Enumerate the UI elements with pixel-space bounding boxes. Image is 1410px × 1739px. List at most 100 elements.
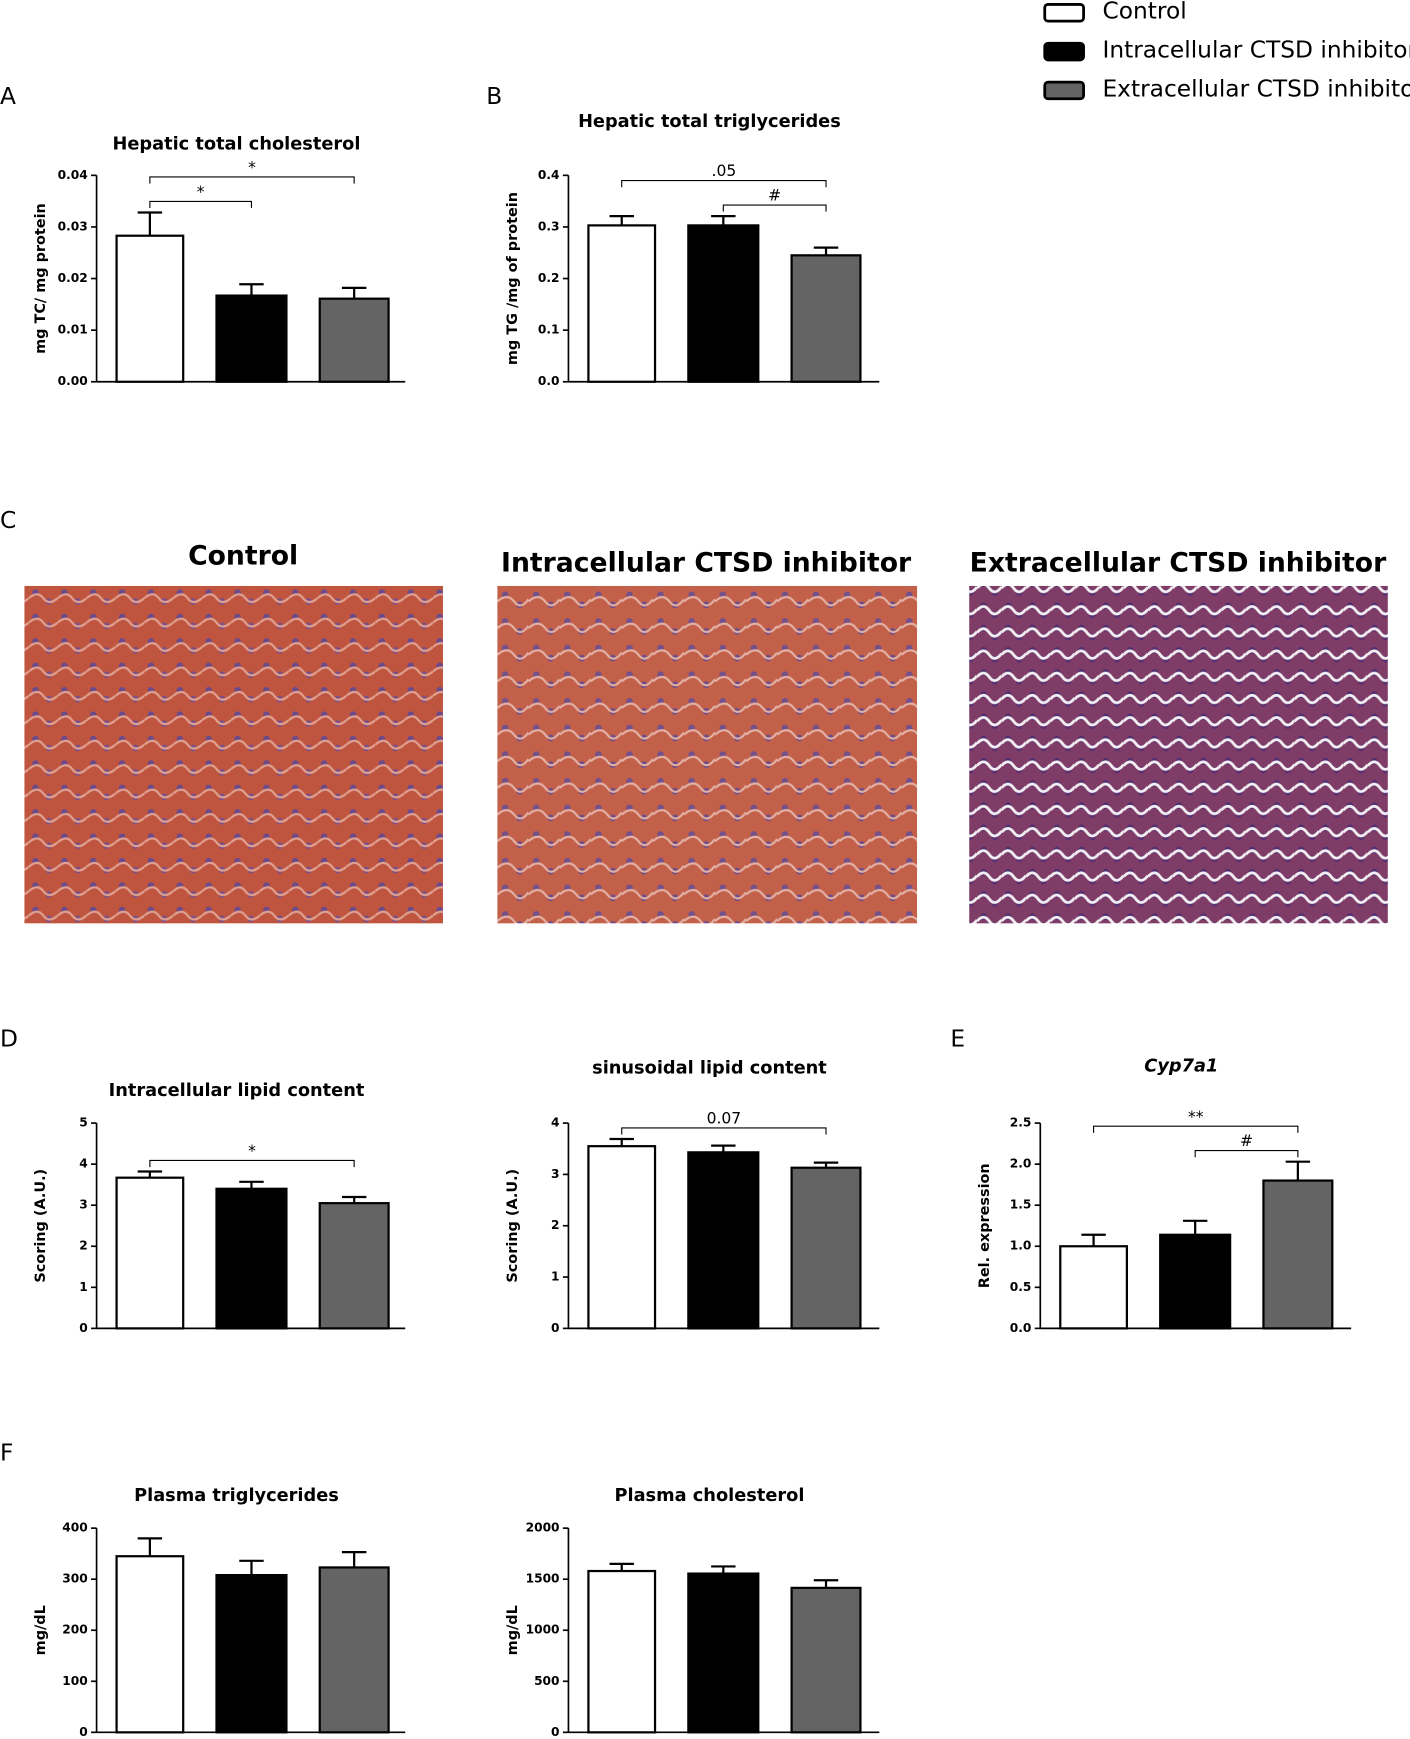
bar xyxy=(215,1187,288,1330)
chart-title: Hepatic total cholesterol xyxy=(113,134,361,154)
panel-label: E xyxy=(950,1025,965,1052)
significance-bracket xyxy=(722,204,827,212)
legend-label: Intracellular CTSD inhibitor xyxy=(1102,37,1410,64)
significance-bracket xyxy=(149,176,355,184)
legend-label: Extracellular CTSD inhibitor xyxy=(1102,75,1410,102)
y-axis-label: Rel. expression xyxy=(977,1163,993,1288)
y-tick-label: 0 xyxy=(79,1321,88,1335)
legend-swatch xyxy=(1043,3,1085,23)
significance-bracket xyxy=(1194,1150,1299,1158)
bar xyxy=(1262,1179,1334,1330)
significance-label: .05 xyxy=(712,162,737,180)
bar xyxy=(1159,1233,1232,1330)
y-tick-label: 0 xyxy=(551,1725,560,1739)
y-tick-label: 0 xyxy=(551,1321,560,1335)
y-tick-label: 3 xyxy=(551,1167,560,1181)
significance-label: * xyxy=(248,1142,256,1160)
y-tick-label: 0.0 xyxy=(538,374,560,388)
y-tick-label: 0.1 xyxy=(538,323,560,337)
y-tick-label: 1500 xyxy=(526,1572,560,1586)
y-axis-label: mg/dL xyxy=(505,1605,521,1655)
y-tick-label: 1.0 xyxy=(1010,1239,1032,1253)
bar xyxy=(790,254,862,383)
legend-swatch xyxy=(1043,80,1085,101)
significance-label: # xyxy=(768,187,781,205)
legend-label: Control xyxy=(1102,0,1186,25)
y-tick-label: 200 xyxy=(62,1623,87,1637)
bar xyxy=(115,234,185,383)
chart-title: Plasma cholesterol xyxy=(614,1486,804,1506)
bar xyxy=(318,1202,390,1330)
y-tick-label: 1 xyxy=(551,1270,560,1284)
significance-bracket xyxy=(621,1127,827,1135)
y-axis-label: mg TC/ mg protein xyxy=(33,203,49,354)
y-axis-label: mg TG /mg of protein xyxy=(505,192,521,365)
panel-label: D xyxy=(0,1025,18,1052)
y-tick-label: 300 xyxy=(62,1572,87,1586)
micrograph xyxy=(24,585,443,924)
y-tick-label: 3 xyxy=(79,1198,88,1212)
y-tick-label: 0 xyxy=(79,1725,88,1739)
y-tick-label: 4 xyxy=(79,1157,88,1171)
significance-label: ** xyxy=(1188,1108,1204,1126)
y-tick-label: 5 xyxy=(79,1116,88,1130)
y-tick-label: 400 xyxy=(62,1521,87,1535)
bar xyxy=(790,1166,862,1330)
y-tick-label: 0.01 xyxy=(58,323,88,337)
chart-title: Intracellular lipid content xyxy=(109,1081,365,1101)
significance-label: # xyxy=(1240,1132,1253,1150)
y-tick-label: 0.2 xyxy=(538,271,560,285)
y-tick-label: 2.0 xyxy=(1010,1157,1032,1171)
bar xyxy=(1059,1245,1128,1330)
y-tick-label: 2 xyxy=(551,1218,560,1232)
significance-label: 0.07 xyxy=(707,1110,742,1128)
panel-label: C xyxy=(0,507,16,534)
bar xyxy=(115,1555,185,1734)
y-tick-label: 1000 xyxy=(526,1623,560,1637)
y-tick-label: 0.02 xyxy=(58,271,88,285)
y-tick-label: 0.03 xyxy=(58,219,88,233)
y-tick-label: 1.5 xyxy=(1010,1198,1032,1212)
chart-title: sinusoidal lipid content xyxy=(592,1059,827,1079)
significance-label: * xyxy=(248,159,256,177)
y-axis-label: mg/dL xyxy=(33,1605,49,1655)
chart-title: Plasma triglycerides xyxy=(134,1486,339,1506)
panel-label: F xyxy=(0,1439,13,1466)
y-axis-label: Scoring (A.U.) xyxy=(505,1169,521,1283)
y-tick-label: 0.5 xyxy=(1010,1280,1032,1294)
significance-bracket xyxy=(1093,1125,1299,1133)
y-tick-label: 0.4 xyxy=(538,168,560,182)
significance-bracket xyxy=(149,1159,355,1168)
bar xyxy=(587,224,657,383)
significance-bracket xyxy=(149,200,253,209)
y-tick-label: 0.04 xyxy=(58,168,88,182)
y-tick-label: 2 xyxy=(79,1239,88,1253)
bar xyxy=(687,1572,760,1734)
chart-title: Cyp7a1 xyxy=(1144,1056,1218,1076)
bar xyxy=(318,297,390,383)
y-tick-label: 0.0 xyxy=(1010,1321,1032,1335)
significance-label: * xyxy=(197,183,205,201)
legend-swatch xyxy=(1043,41,1085,62)
y-tick-label: 100 xyxy=(62,1674,87,1688)
micrograph xyxy=(969,585,1388,924)
y-tick-label: 2000 xyxy=(526,1521,560,1535)
y-tick-label: 1 xyxy=(79,1280,88,1294)
significance-bracket xyxy=(621,180,827,188)
bar xyxy=(587,1569,657,1734)
bar xyxy=(687,224,760,383)
panel-label: A xyxy=(0,83,16,110)
micrograph-title: Extracellular CTSD inhibitor xyxy=(970,547,1387,578)
bar xyxy=(215,294,288,383)
bar xyxy=(790,1586,862,1734)
y-tick-label: 4 xyxy=(551,1116,560,1130)
y-tick-label: 2.5 xyxy=(1010,1116,1032,1130)
bar xyxy=(687,1151,760,1330)
micrograph xyxy=(497,585,918,924)
bar xyxy=(115,1176,185,1330)
chart-title: Hepatic total triglycerides xyxy=(578,112,841,132)
y-tick-label: 0.3 xyxy=(538,219,560,233)
y-axis-label: Scoring (A.U.) xyxy=(33,1169,49,1283)
panel-label: B xyxy=(486,83,502,110)
